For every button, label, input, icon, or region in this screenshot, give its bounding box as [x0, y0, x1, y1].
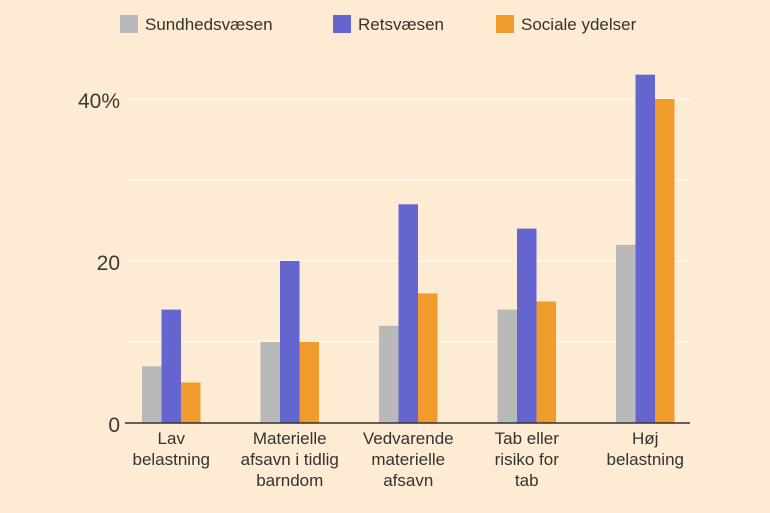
bars	[142, 74, 675, 423]
category-label: Tab eller	[495, 429, 560, 448]
bar-sundhedsvæsen	[616, 244, 636, 423]
legend-label: Sundhedsvæsen	[145, 15, 273, 34]
category-label: belastning	[606, 450, 684, 469]
bar-sociale-ydelser	[299, 342, 319, 423]
legend-label: Retsvæsen	[358, 15, 444, 34]
legend-swatch	[333, 15, 351, 33]
bar-sociale-ydelser	[181, 382, 201, 423]
category-labels: Lav belastning Materielle afsavn i tidlig ba…	[132, 429, 684, 490]
bar-sundhedsvæsen	[497, 309, 517, 423]
bar-retsvæsen	[280, 261, 300, 423]
category-label: tab	[515, 471, 539, 490]
bar-sociale-ydelser	[418, 293, 438, 423]
category-label: risiko for	[495, 450, 560, 469]
legend-swatch	[496, 15, 514, 33]
bar-sociale-ydelser	[655, 99, 675, 423]
category-label: Lav	[158, 429, 186, 448]
category-label: afsavn	[383, 471, 433, 490]
bar-sundhedsvæsen	[379, 325, 399, 423]
legend-swatch	[120, 15, 138, 33]
category-label: Materielle	[253, 429, 327, 448]
bar-sociale-ydelser	[536, 301, 556, 423]
y-tick-label: 40%	[78, 90, 120, 113]
y-tick-labels: 0 20 40%	[78, 90, 120, 437]
y-tick-label: 20	[97, 252, 120, 275]
bar-sundhedsvæsen	[142, 366, 162, 423]
category-label: Høj	[632, 429, 658, 448]
legend: Sundhedsvæsen Retsvæsen Sociale ydelser	[120, 15, 637, 34]
category-label: materielle	[371, 450, 445, 469]
bar-retsvæsen	[517, 228, 537, 423]
category-label: Vedvarende	[363, 429, 454, 448]
bar-sundhedsvæsen	[260, 342, 280, 423]
y-tick-label: 0	[108, 414, 120, 437]
category-label: afsavn i tidlig	[241, 450, 339, 469]
category-label: belastning	[132, 450, 210, 469]
bar-retsvæsen	[398, 204, 418, 423]
bar-retsvæsen	[161, 309, 181, 423]
category-label: barndom	[256, 471, 323, 490]
bar-retsvæsen	[635, 74, 655, 423]
legend-label: Sociale ydelser	[521, 15, 637, 34]
